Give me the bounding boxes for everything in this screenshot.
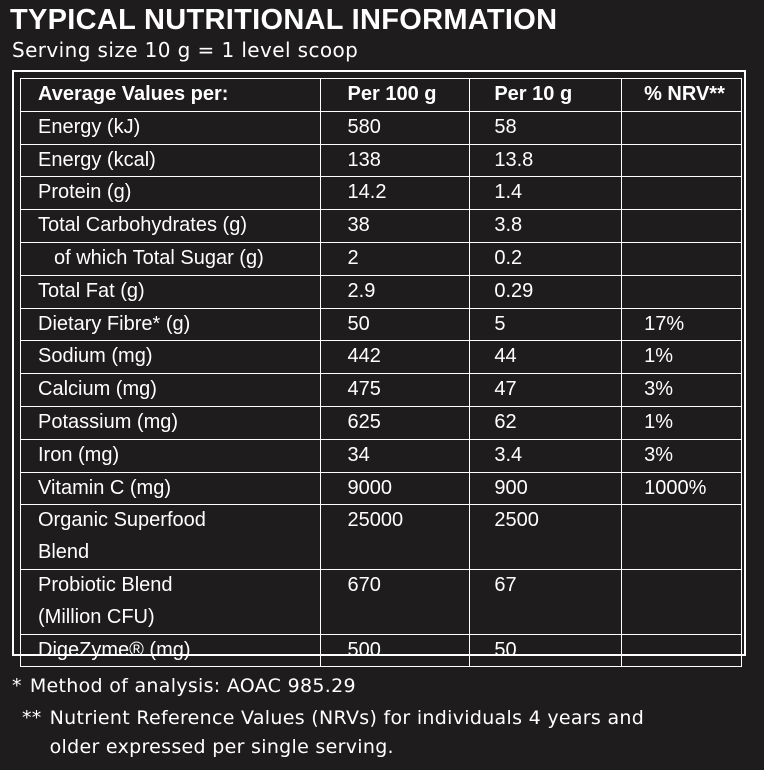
table-cell: 2500 — [469, 504, 623, 570]
footnote: ** Nutrient Reference Values (NRVs) for i… — [22, 704, 644, 762]
table-cell: Potassium (mg) — [20, 405, 321, 440]
column-header: % NRV** — [621, 78, 742, 112]
table-cell: 9000 — [319, 471, 471, 506]
table-cell — [621, 504, 742, 570]
table-cell — [621, 209, 742, 243]
nutrition-table: Average Values per: Per 100 g Per 10 g% NR… — [20, 78, 742, 668]
table-cell: 475 — [319, 373, 471, 407]
table-cell: 580 — [319, 110, 471, 145]
table-cell — [621, 110, 742, 145]
footnote-text: Method of analysis: AOAC 985.29 — [29, 675, 356, 697]
table-cell: 138 — [319, 143, 471, 178]
table-cell: 3% — [621, 438, 742, 473]
table-cell: 500 — [319, 633, 471, 668]
table-cell: 3.4 — [469, 438, 623, 473]
footnote-marker: ** — [22, 707, 42, 729]
table-cell: 1% — [621, 340, 742, 375]
table-row: Energy (kJ) 580 58 — [20, 110, 742, 145]
table-cell — [621, 143, 742, 178]
table-cell: 2.9 — [319, 274, 471, 309]
table-cell: 1.4 — [469, 176, 623, 211]
table-cell: 2 — [319, 241, 471, 276]
table-cell: 1% — [621, 405, 742, 440]
table-row: Vitamin C (mg) 9000 900 1000% — [20, 471, 742, 506]
table-cell: Organic Superfood Blend — [20, 504, 321, 570]
table-cell: Total Carbohydrates (g) — [20, 209, 321, 243]
table-row: Calcium (mg) 475 47 3% — [20, 373, 742, 407]
table-cell: 900 — [469, 471, 623, 506]
table-cell: 38 — [319, 209, 471, 243]
column-header: Average Values per: — [20, 78, 321, 112]
table-cell: 25000 — [319, 504, 471, 570]
table-cell — [621, 274, 742, 309]
table-cell — [621, 176, 742, 211]
table-row: Sodium (mg) 442 44 1% — [20, 340, 742, 375]
table-cell: Vitamin C (mg) — [20, 471, 321, 506]
subtitle: Serving size 10 g = 1 level scoop — [12, 38, 359, 62]
table-cell: 50 — [469, 633, 623, 668]
table-cell: 442 — [319, 340, 471, 375]
table-cell: Energy (kcal) — [20, 143, 321, 178]
footnote-text: Nutrient Reference Values (NRVs) for ind… — [49, 707, 645, 758]
table-cell — [621, 633, 742, 668]
footnote: * Method of analysis: AOAC 985.29 — [12, 672, 356, 701]
header-row: Average Values per: Per 100 g Per 10 g% NR… — [20, 78, 742, 112]
table-row: Dietary Fibre* (g) 50 5 17% — [20, 307, 742, 342]
table-cell: of which Total Sugar (g) — [20, 241, 321, 276]
table-row: Total Fat (g) 2.9 0.29 — [20, 274, 742, 309]
column-header: Per 100 g — [319, 78, 471, 112]
table-cell: Protein (g) — [20, 176, 321, 211]
table-cell: 17% — [621, 307, 742, 342]
column-header: Per 10 g — [469, 78, 623, 112]
table-cell: 62 — [469, 405, 623, 440]
table-cell: DigeZyme® (mg) — [20, 633, 321, 668]
table-cell — [621, 568, 742, 635]
title: TYPICAL NUTRITIONAL INFORMATION — [10, 4, 558, 36]
table-cell: 1000% — [621, 471, 742, 506]
table-cell: 34 — [319, 438, 471, 473]
table-cell: 44 — [469, 340, 623, 375]
table-cell: 50 — [319, 307, 471, 342]
table-cell: Probiotic Blend (Million CFU) — [20, 568, 321, 635]
table-cell: 0.29 — [469, 274, 623, 309]
table-row: Energy (kcal) 138 13.8 — [20, 143, 742, 178]
table-cell: Dietary Fibre* (g) — [20, 307, 321, 342]
table-row: Potassium (mg) 625 62 1% — [20, 405, 742, 440]
table-cell: 67 — [469, 568, 623, 635]
table-cell: 5 — [469, 307, 623, 342]
table-cell: 3.8 — [469, 209, 623, 243]
table-cell: Energy (kJ) — [20, 110, 321, 145]
table-cell: 0.2 — [469, 241, 623, 276]
table-cell: Iron (mg) — [20, 438, 321, 473]
footnote-marker: * — [12, 675, 22, 697]
table-cell: 47 — [469, 373, 623, 407]
table-row: Protein (g) 14.2 1.4 — [20, 176, 742, 211]
table-row: Organic Superfood Blend 25000 2500 — [20, 504, 742, 570]
table-cell: Total Fat (g) — [20, 274, 321, 309]
table-cell: Sodium (mg) — [20, 340, 321, 375]
table-cell: 14.2 — [319, 176, 471, 211]
table-cell: Calcium (mg) — [20, 373, 321, 407]
table-row: Iron (mg) 34 3.4 3% — [20, 438, 742, 473]
table-cell — [621, 241, 742, 276]
table-cell: 670 — [319, 568, 471, 635]
table-cell: 625 — [319, 405, 471, 440]
table-row: DigeZyme® (mg) 500 50 — [20, 633, 742, 668]
table-row: Probiotic Blend (Million CFU) 670 67 — [20, 568, 742, 635]
table-cell: 3% — [621, 373, 742, 407]
table-row: Total Carbohydrates (g) 38 3.8 — [20, 209, 742, 243]
table-cell: 58 — [469, 110, 623, 145]
table-row: of which Total Sugar (g) 2 0.2 — [20, 241, 742, 276]
table-cell: 13.8 — [469, 143, 623, 178]
